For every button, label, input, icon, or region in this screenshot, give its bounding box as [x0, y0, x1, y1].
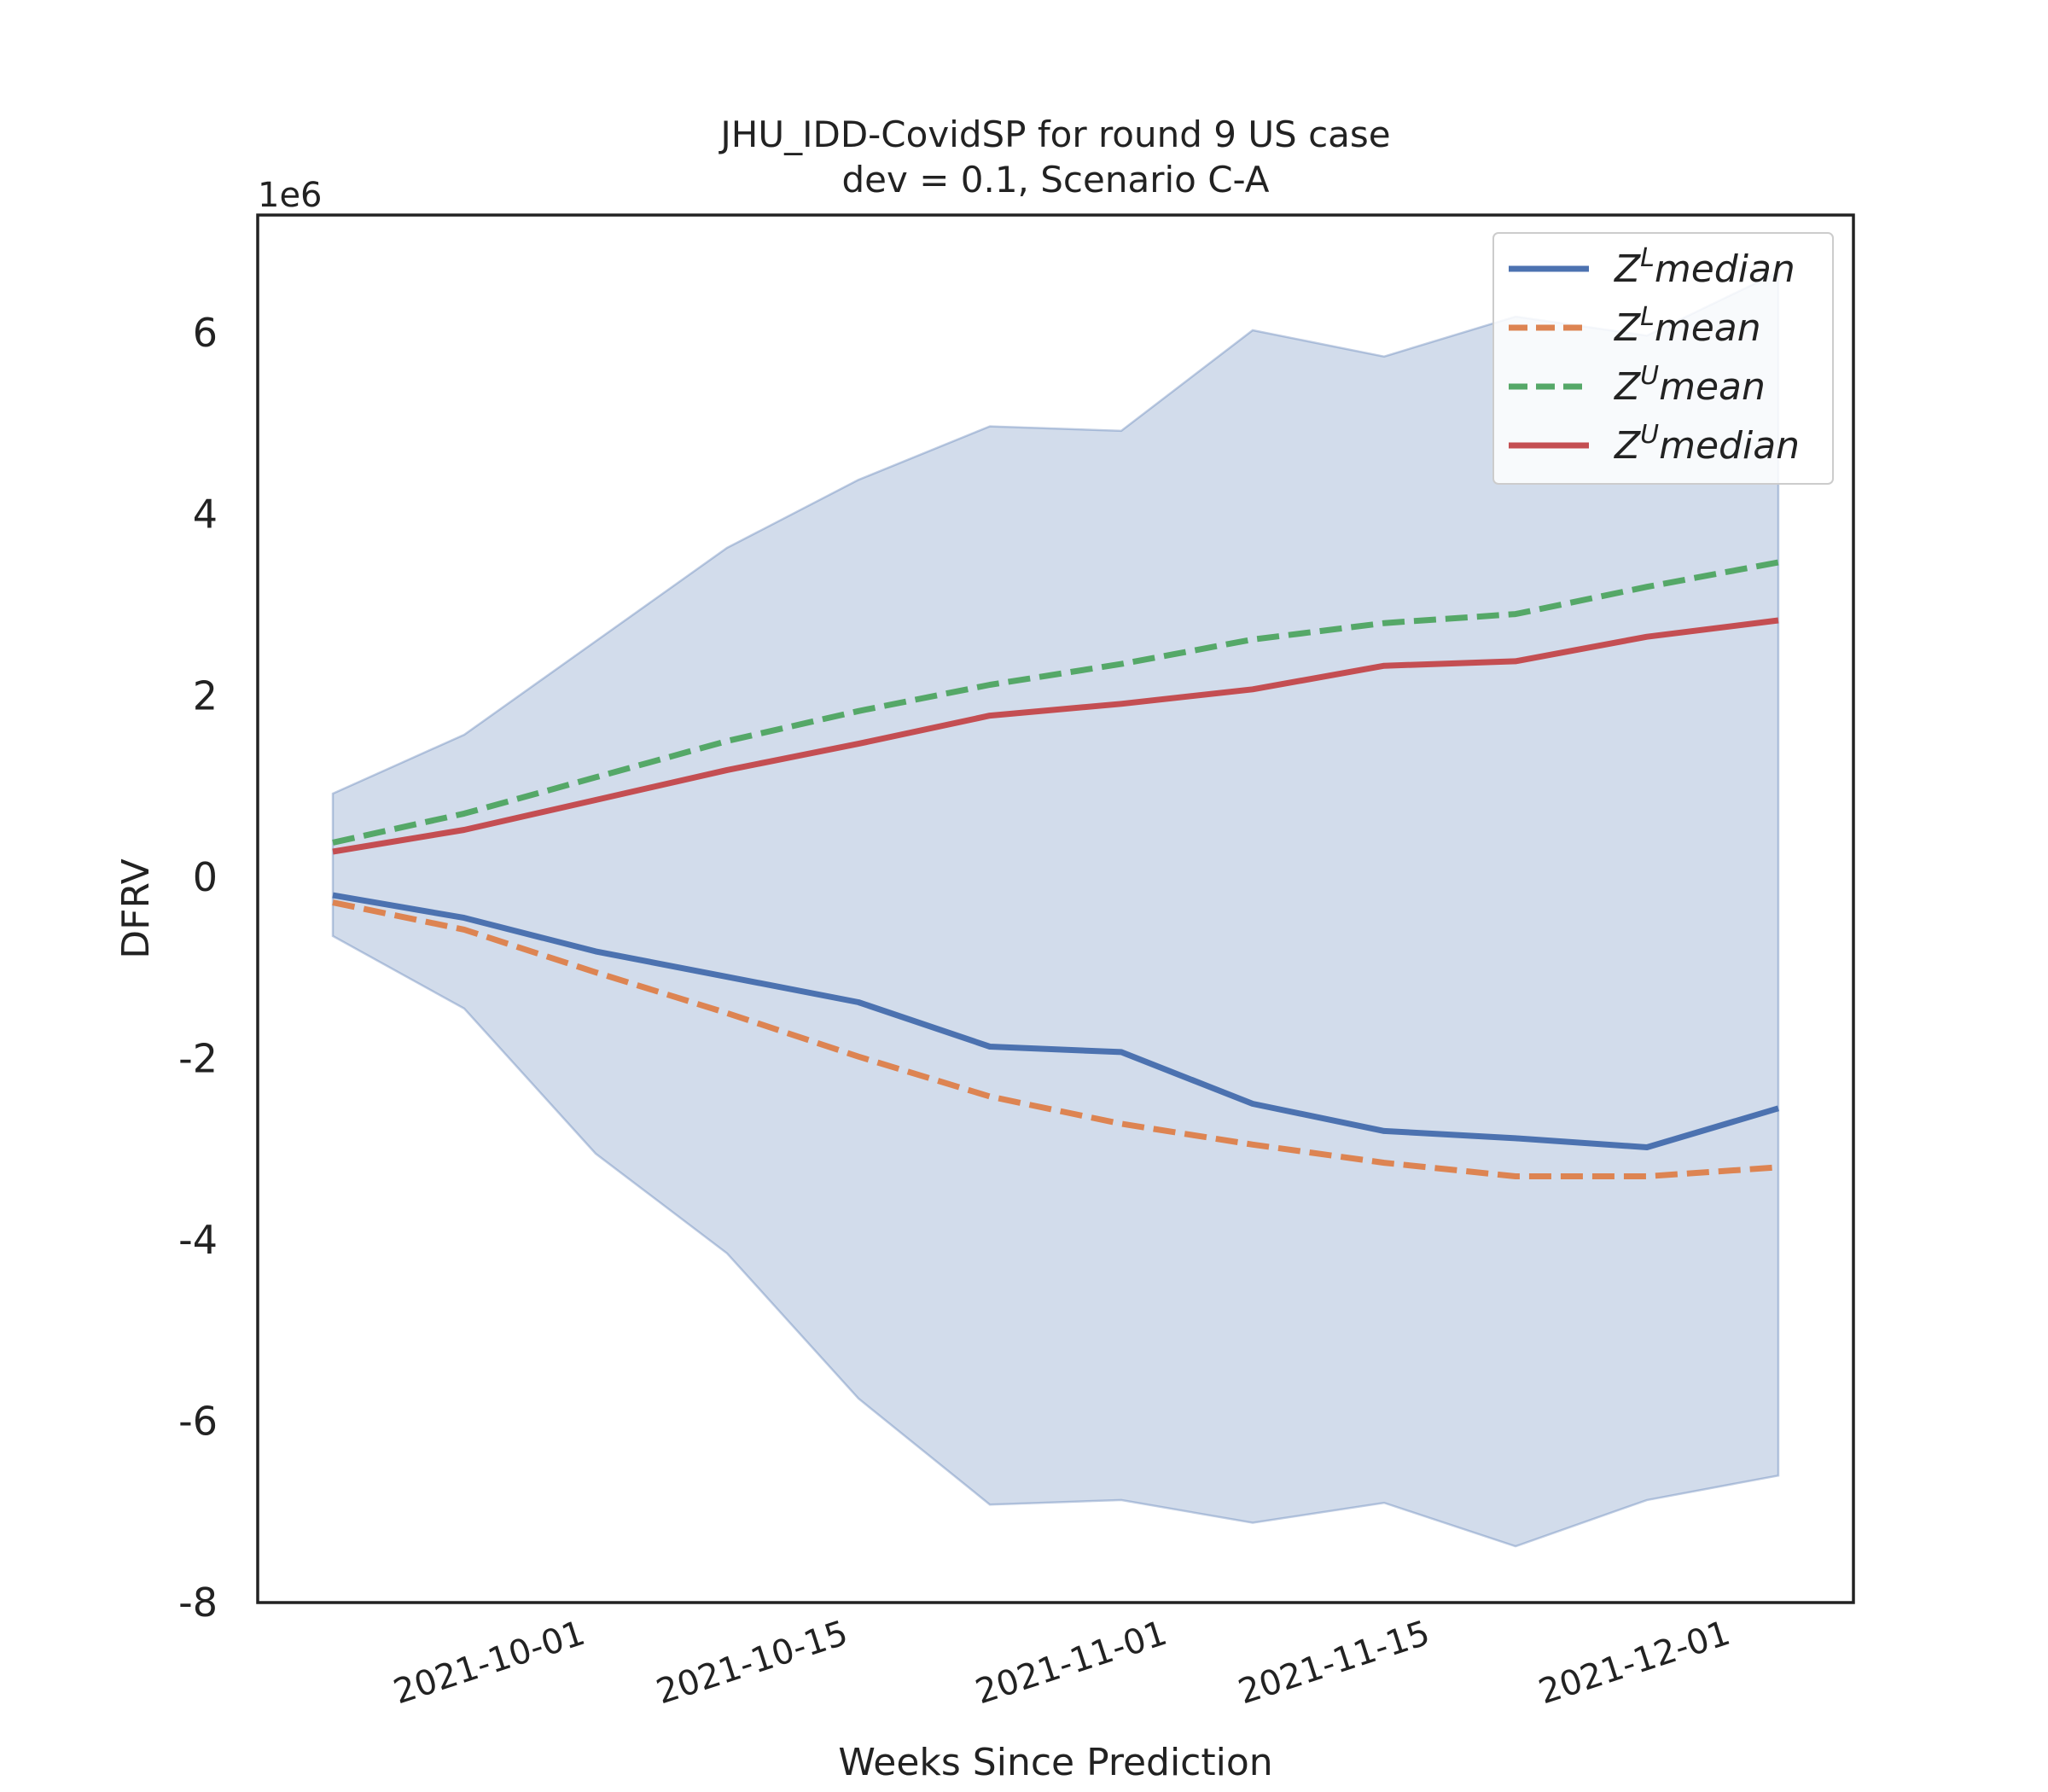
y-tick-label: 6 — [193, 310, 218, 356]
legend-items: ZLmedian ZLmean ZUmean ZUmedian — [1509, 243, 1800, 468]
y-multiplier-label: 1e6 — [258, 176, 323, 215]
y-tick-label: -8 — [178, 1580, 218, 1626]
series-line-2 — [332, 559, 1779, 846]
series-line-0 — [332, 892, 1779, 1150]
series-line-3 — [332, 617, 1779, 855]
x-tick-label: 2021-10-15 — [652, 1614, 852, 1713]
series-layer — [332, 559, 1779, 1179]
legend: ZLmedian ZLmean ZUmean ZUmedian — [1492, 232, 1834, 485]
legend-label-3: ZUmedian — [1614, 420, 1800, 468]
y-tick-label: 4 — [193, 492, 218, 538]
y-tick-label: -4 — [178, 1217, 218, 1263]
chart-subtitle: dev = 0.1, Scenario C-A — [842, 159, 1270, 201]
y-tick-label: 2 — [193, 672, 218, 719]
y-tick-label: 0 — [193, 854, 218, 900]
x-tick-label: 2021-11-01 — [971, 1614, 1172, 1713]
legend-box — [1492, 232, 1834, 485]
legend-label-2: ZUmean — [1614, 361, 1766, 409]
series-line-1 — [332, 899, 1779, 1179]
y-tick-label: -6 — [178, 1398, 218, 1444]
y-axis-label: DFRV — [114, 858, 158, 958]
confidence-band-layer — [331, 271, 1780, 1548]
chart-title: JHU_IDD-CovidSP for round 9 US case — [718, 113, 1390, 155]
plot-frame — [256, 213, 1855, 1604]
x-tick-label: 2021-11-15 — [1234, 1614, 1434, 1713]
x-axis-label: Weeks Since Prediction — [838, 1741, 1272, 1784]
legend-label-1: ZLmean — [1614, 302, 1761, 350]
y-tick-label: -2 — [178, 1035, 218, 1081]
x-tick-label: 2021-10-01 — [389, 1614, 590, 1713]
y-tick-labels: -8 -6 -4 -2 0 2 4 6 — [178, 310, 218, 1626]
x-tick-label: 2021-12-01 — [1534, 1614, 1735, 1713]
confidence-band — [331, 271, 1780, 1548]
x-tick-labels: 2021-10-01 2021-10-15 2021-11-01 2021-11-15… — [389, 1614, 1735, 1713]
legend-label-0: ZLmedian — [1614, 243, 1795, 291]
